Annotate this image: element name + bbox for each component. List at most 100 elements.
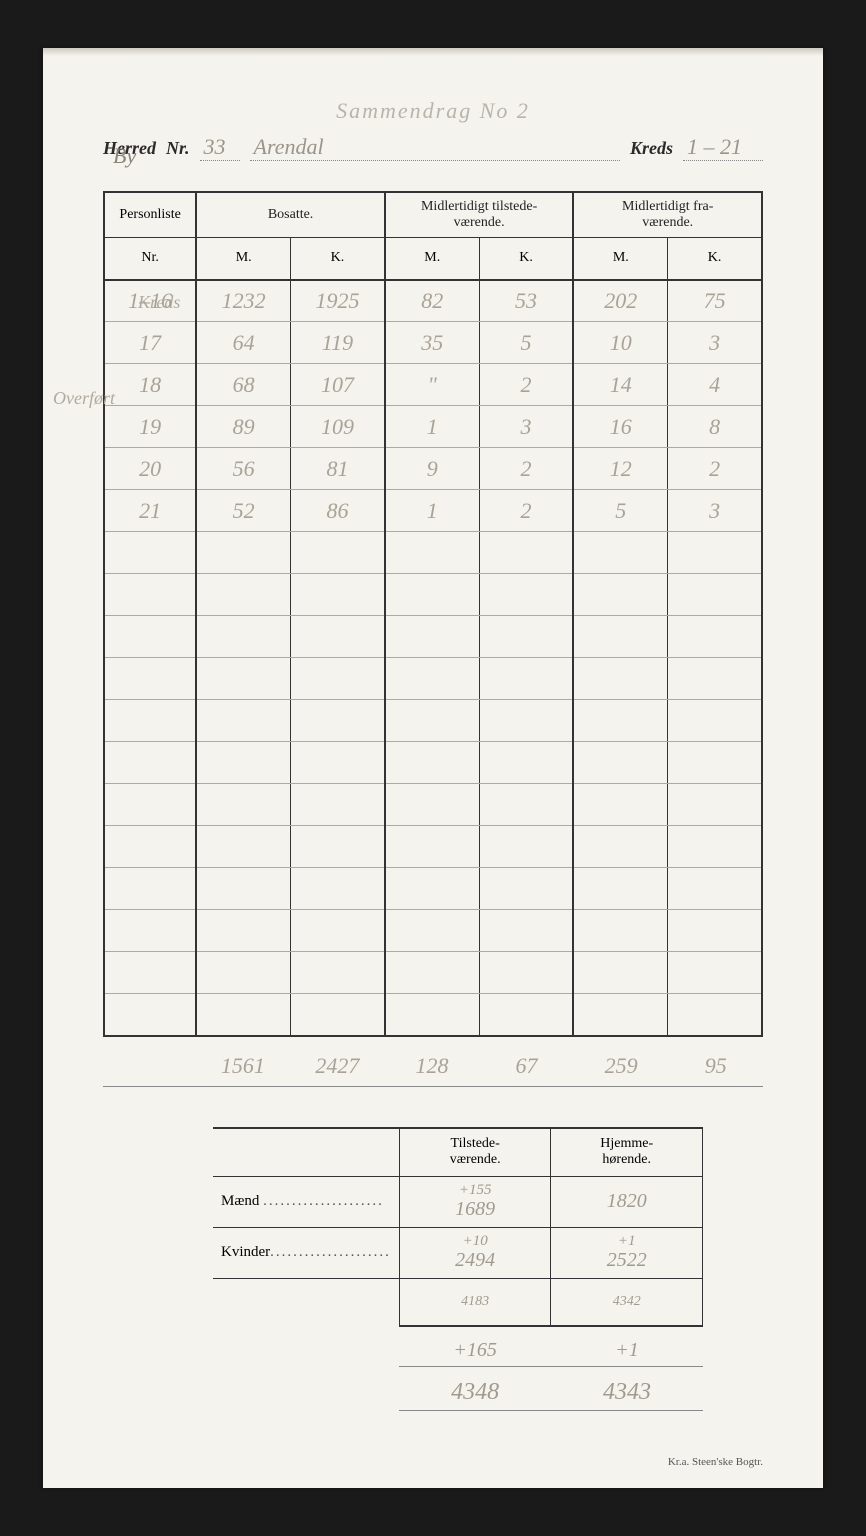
cell-empty: [291, 616, 385, 658]
cell-empty: [668, 574, 762, 616]
cell-empty: [385, 910, 479, 952]
cell-bm: 56: [196, 448, 290, 490]
table-row-empty: [104, 742, 762, 784]
cell-empty: [291, 700, 385, 742]
cell-empty: [104, 700, 196, 742]
summary-col-tv: Tilstede- værende.: [399, 1128, 551, 1176]
maend-tv-val: 1689: [455, 1198, 495, 1220]
totals-fk: 95: [668, 1047, 763, 1087]
maend-tv-note: +155: [408, 1183, 543, 1198]
sum-label-empty: [213, 1278, 399, 1326]
table-row-empty: [104, 784, 762, 826]
cell-bm: 68: [196, 364, 290, 406]
cell-empty: [668, 700, 762, 742]
summary-row-sum: 4183 4342: [213, 1278, 703, 1326]
cell-fm: 12: [573, 448, 667, 490]
sub-tilstede-m: M.: [385, 238, 479, 280]
cell-empty: [479, 910, 573, 952]
cell-tm: 1: [385, 406, 479, 448]
herred-name-value: Arendal: [250, 134, 620, 161]
cell-fk: 8: [668, 406, 762, 448]
cell-fk: 4: [668, 364, 762, 406]
table-row: 1–1612321925825320275: [104, 280, 762, 322]
table-row-empty: [104, 826, 762, 868]
cell-empty: [291, 532, 385, 574]
cell-fm: 14: [573, 364, 667, 406]
kvinder-tv: +10 2494: [399, 1227, 551, 1278]
cell-empty: [104, 574, 196, 616]
cell-bm: 1232: [196, 280, 290, 322]
cell-empty: [385, 994, 479, 1036]
table-row-empty: [104, 868, 762, 910]
table-row-empty: [104, 994, 762, 1036]
header-line: Herred Nr. 33 Arendal Kreds 1 – 21: [103, 134, 763, 161]
kvinder-hh-note: +1: [559, 1234, 694, 1249]
cell-empty: [196, 952, 290, 994]
cell-empty: [196, 700, 290, 742]
table-row-empty: [104, 616, 762, 658]
main-table-body: 1–16123219258253202751764119355103186810…: [104, 280, 762, 1036]
cell-empty: [573, 826, 667, 868]
cell-tk: 2: [479, 490, 573, 532]
totals-table: 1561 2427 128 67 259 95: [103, 1047, 763, 1088]
col-bosatte: Bosatte.: [196, 192, 385, 238]
cell-empty: [479, 700, 573, 742]
grand-tv: 4348: [399, 1375, 551, 1411]
cell-empty: [291, 826, 385, 868]
totals-bm: 1561: [196, 1047, 291, 1087]
totals-tm: 128: [385, 1047, 480, 1087]
summary-row-maend: Mænd +155 1689 1820: [213, 1176, 703, 1227]
cell-empty: [291, 658, 385, 700]
cell-tm: ": [385, 364, 479, 406]
cell-empty: [668, 826, 762, 868]
cell-bk: 107: [291, 364, 385, 406]
cell-empty: [196, 868, 290, 910]
cell-fm: 10: [573, 322, 667, 364]
cell-bk: 109: [291, 406, 385, 448]
cell-empty: [196, 826, 290, 868]
cell-bm: 52: [196, 490, 290, 532]
spacer: [213, 1335, 399, 1367]
cell-empty: [668, 868, 762, 910]
cell-empty: [573, 574, 667, 616]
cell-empty: [479, 868, 573, 910]
cell-empty: [104, 826, 196, 868]
cell-tk: 2: [479, 364, 573, 406]
cell-empty: [291, 868, 385, 910]
table-row-empty: [104, 532, 762, 574]
cell-empty: [385, 742, 479, 784]
cell-empty: [196, 532, 290, 574]
sub-bosatte-k: K.: [291, 238, 385, 280]
cell-empty: [291, 742, 385, 784]
cell-empty: [479, 952, 573, 994]
kvinder-label-text: Kvinder: [221, 1244, 270, 1260]
cell-empty: [385, 868, 479, 910]
cell-tm: 1: [385, 490, 479, 532]
kreds-value: 1 – 21: [683, 134, 763, 161]
cell-bm: 89: [196, 406, 290, 448]
kvinder-hh-val: 2522: [607, 1249, 647, 1271]
cell-fm: 5: [573, 490, 667, 532]
cell-empty: [573, 868, 667, 910]
cell-empty: [573, 616, 667, 658]
nr-label: Nr.: [166, 138, 190, 159]
cell-empty: [668, 742, 762, 784]
cell-empty: [479, 826, 573, 868]
cell-empty: [573, 658, 667, 700]
sub-tilstede-k: K.: [479, 238, 573, 280]
dots-icon: [263, 1193, 384, 1209]
page-title-faint: Sammendrag No 2: [103, 98, 763, 124]
kvinder-tv-val: 2494: [455, 1249, 495, 1271]
cell-empty: [573, 784, 667, 826]
maend-label: Mænd: [213, 1176, 399, 1227]
cell-empty: [573, 742, 667, 784]
summary-col-hh: Hjemme- hørende.: [551, 1128, 703, 1176]
grand-hh: 4343: [551, 1375, 703, 1411]
cell-empty: [104, 952, 196, 994]
totals-nr: [103, 1047, 196, 1087]
totals-bk: 2427: [290, 1047, 385, 1087]
table-row-empty: [104, 952, 762, 994]
summary-table: Tilstede- værende. Hjemme- hørende. Mænd…: [213, 1127, 703, 1327]
cell-fk: 3: [668, 490, 762, 532]
table-row-empty: [104, 910, 762, 952]
